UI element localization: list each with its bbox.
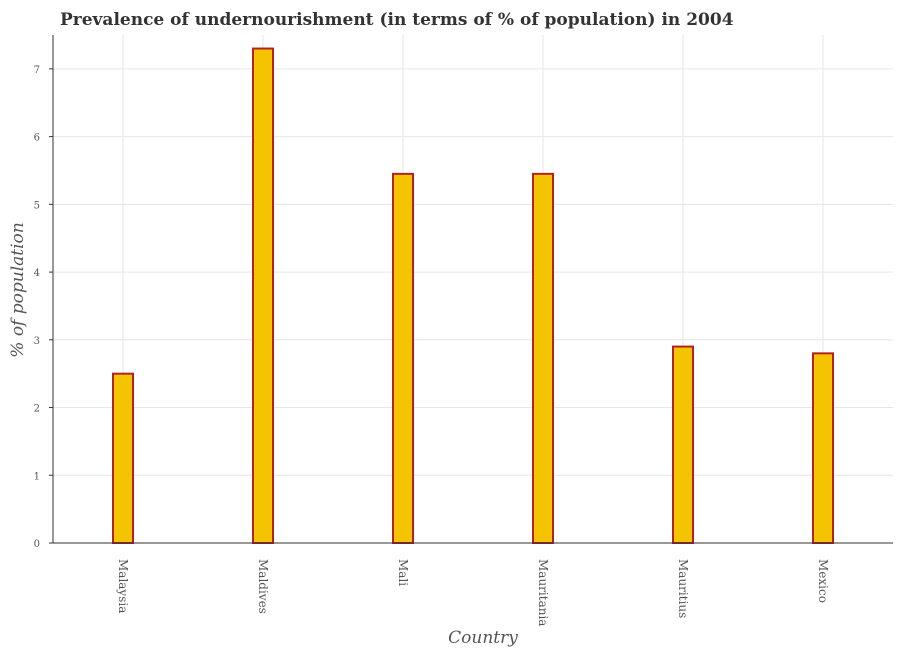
- y-tick-label: 5: [34, 200, 40, 211]
- y-tick-label: 7: [34, 65, 40, 76]
- x-tick-label: Malaysia: [116, 559, 130, 613]
- y-tick-label: 1: [34, 471, 40, 482]
- bar-mali: [392, 172, 414, 544]
- bars: [112, 47, 834, 545]
- bar-malaysia: [112, 372, 134, 544]
- x-tick-label: Mauritius: [676, 559, 690, 618]
- bar-mauritius: [672, 345, 694, 544]
- y-tick-label: 2: [34, 404, 40, 415]
- bar-maldives: [252, 47, 274, 545]
- x-tick-label: Mexico: [816, 559, 830, 603]
- y-tick-label: 0: [34, 539, 40, 550]
- y-tick-label: 3: [34, 336, 40, 347]
- x-tick-label: Mali: [396, 559, 410, 586]
- axes: [52, 35, 893, 544]
- x-tick-labels: Malaysia Maldives Mali Mauritania Mauritius M…: [116, 559, 830, 626]
- y-tick-labels: 0 1 2 3 4 5 6 7: [34, 65, 53, 550]
- y-tick-label: 4: [34, 268, 40, 279]
- y-tick-label: 6: [34, 133, 40, 144]
- y-axis-label: % of population: [8, 222, 28, 357]
- chart-title: Prevalence of undernourishment (in terms…: [60, 10, 734, 30]
- x-tick-label: Mauritania: [536, 559, 550, 626]
- grid: [53, 35, 893, 544]
- bar-mauritania: [532, 172, 554, 544]
- x-axis-label: Country: [448, 628, 518, 648]
- x-tick-label: Maldives: [256, 559, 270, 614]
- bar-mexico: [812, 352, 834, 545]
